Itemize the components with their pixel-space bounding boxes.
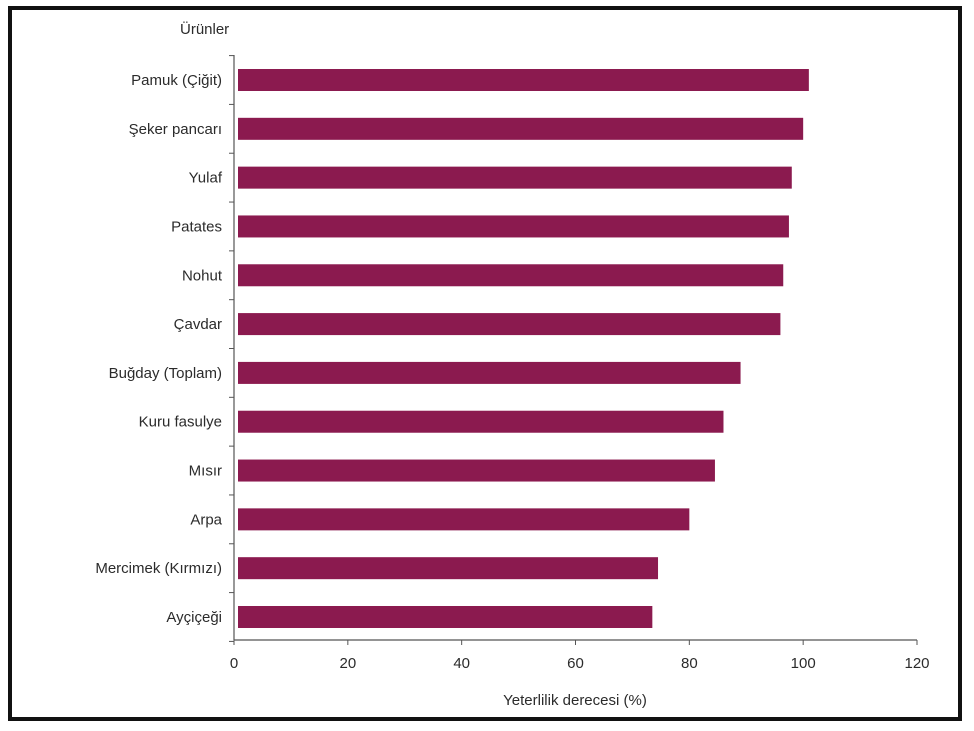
bar [238,69,809,91]
category-label: Ayçiçeği [166,609,222,626]
bar [238,410,724,433]
category-label: Çavdar [174,316,222,333]
x-tick-label: 0 [230,655,238,672]
category-label: Kuru fasulye [139,414,222,431]
bar [238,166,792,189]
x-tick-label: 120 [904,655,929,672]
x-tick-label: 60 [567,655,584,672]
x-tick-label: 40 [453,655,470,672]
axes [229,55,918,645]
x-tick-labels: 0 20 40 60 80 100 120 [230,655,930,672]
category-label: Pamuk (Çiğit) [131,72,222,89]
category-label: Patates [171,218,222,235]
bar [238,215,789,238]
x-tick-label: 20 [339,655,356,672]
category-label: Şeker pancarı [129,121,222,138]
bar [238,508,690,531]
bar [238,313,781,336]
category-label: Arpa [190,511,222,528]
x-axis-title: Yeterlilik derecesi (%) [503,692,647,709]
category-label: Yulaf [189,170,223,187]
bar [238,264,784,287]
bar [238,117,804,140]
category-labels: Pamuk (Çiğit) Şeker pancarı Yulaf Patates No… [95,72,223,626]
y-axis-title: Ürünler [180,20,229,38]
bar [238,361,741,384]
category-label: Mercimek (Kırmızı) [95,560,222,577]
category-label: Mısır [189,463,222,480]
bar [238,606,653,628]
category-label: Buğday (Toplam) [109,365,222,382]
category-label: Nohut [182,267,223,284]
bar [238,459,715,482]
bars-group [238,69,809,628]
x-tick-label: 100 [791,655,816,672]
bar [238,557,659,580]
x-tick-label: 80 [681,655,698,672]
